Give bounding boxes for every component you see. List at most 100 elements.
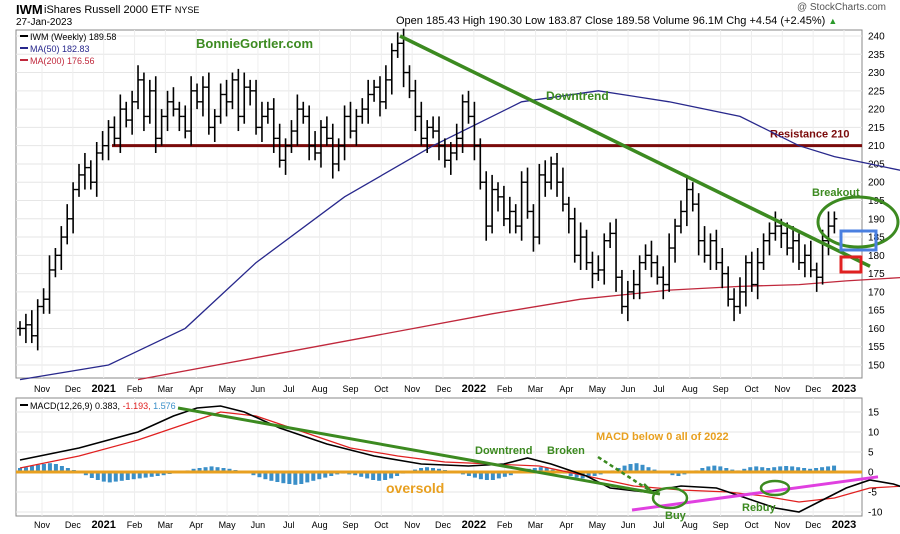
macd-histogram-bar <box>257 472 262 478</box>
price-x-label: Aug <box>312 384 328 394</box>
macd-histogram-bar <box>299 472 304 484</box>
macd-below-label: MACD below 0 all of 2022 <box>596 431 729 443</box>
macd-histogram-bar <box>251 472 256 476</box>
macd-histogram-bar <box>586 472 591 478</box>
price-x-label: Dec <box>805 384 822 394</box>
macd-histogram-bar <box>275 472 280 482</box>
price-x-label: Jul <box>653 384 665 394</box>
macd-histogram-bar <box>634 463 639 472</box>
macd-histogram-bar <box>784 466 789 472</box>
price-x-label: Jul <box>283 384 295 394</box>
price-x-label: Apr <box>559 384 573 394</box>
macd-downtrend-label: Downtrend <box>475 445 532 457</box>
macd-x-label: Dec <box>805 520 822 530</box>
macd-histogram-bar <box>317 472 322 480</box>
price-x-label: Nov <box>34 384 51 394</box>
price-x-label: 2023 <box>832 383 856 395</box>
header-fund-name: iShares Russell 2000 ETF <box>44 4 172 16</box>
macd-histogram-bar <box>101 472 106 482</box>
macd-line <box>19 405 900 513</box>
macd-histogram-bar <box>724 468 729 472</box>
macd-histogram-bar <box>568 472 573 476</box>
price-x-label: Nov <box>774 384 791 394</box>
macd-x-label: Dec <box>65 520 82 530</box>
price-y-tick: 240 <box>868 32 885 43</box>
macd-histogram-bar <box>425 467 430 472</box>
macd-histogram-bar <box>628 464 633 472</box>
macd-histogram-bar <box>65 468 70 472</box>
resistance-label: Resistance 210 <box>770 129 850 141</box>
oversold-label: oversold <box>386 480 444 496</box>
macd-x-label: Oct <box>744 520 759 530</box>
macd-histogram-bar <box>389 472 394 479</box>
macd-histogram-bar <box>808 468 813 472</box>
macd-histogram-bar <box>59 466 64 472</box>
macd-histogram-bar <box>323 472 328 478</box>
price-x-label: Dec <box>65 384 82 394</box>
macd-histogram-bar <box>538 467 543 472</box>
macd-histogram-bar <box>814 468 819 472</box>
macd-x-label: Sep <box>713 520 729 530</box>
price-y-tick: 190 <box>868 214 885 225</box>
macd-histogram-bar <box>203 467 208 472</box>
macd-histogram-bar <box>353 472 358 476</box>
macd-histogram-bar <box>191 468 196 472</box>
price-x-label: Oct <box>744 384 759 394</box>
header-ohlc-text: Open 185.43 High 190.30 Low 183.87 Close… <box>396 15 826 27</box>
price-y-tick: 220 <box>868 105 885 116</box>
ma50-line <box>19 90 900 381</box>
breakout-label: Breakout <box>812 187 860 199</box>
macd-histogram-bar <box>221 468 226 472</box>
macd-histogram-bar <box>47 463 52 472</box>
macd-legend-text: MACD(12,26,9) 0.383, -1.193, 1.576 <box>30 401 176 411</box>
macd-histogram-bar <box>766 468 771 472</box>
macd-histogram-bar <box>131 472 136 480</box>
macd-histogram-bar <box>508 472 513 476</box>
macd-y-tick: 5 <box>868 448 874 459</box>
price-y-tick: 210 <box>868 141 885 152</box>
macd-histogram-bar <box>754 466 759 472</box>
header-ticker: IWM <box>16 2 43 17</box>
macd-histogram-bar <box>137 472 142 479</box>
macd-histogram-bar <box>437 468 441 472</box>
source-label: BonnieGortler.com <box>196 36 313 51</box>
rebuy-circle <box>759 479 791 497</box>
macd-histogram-bar <box>395 472 400 476</box>
macd-y-tick: -10 <box>868 508 883 519</box>
price-y-tick: 200 <box>868 178 885 189</box>
macd-histogram-bar <box>592 472 597 476</box>
macd-x-label: Aug <box>682 520 698 530</box>
broken-arrow <box>597 455 653 494</box>
price-x-label: Sep <box>342 384 358 394</box>
price-x-label: Dec <box>435 384 452 394</box>
macd-x-label: 2022 <box>462 519 486 531</box>
price-y-tick: 175 <box>868 269 885 280</box>
macd-x-label: 2023 <box>832 519 856 531</box>
macd-histogram-bar <box>293 472 298 485</box>
price-x-label: Apr <box>189 384 203 394</box>
macd-histogram-bar <box>502 472 507 477</box>
price-x-label: Jun <box>251 384 266 394</box>
macd-legend-part: 0.383, <box>95 401 123 411</box>
macd-histogram-bar <box>329 472 334 476</box>
macd-histogram-bar <box>143 472 148 478</box>
breakout-circle <box>816 195 900 249</box>
macd-histogram-bar <box>35 464 40 472</box>
macd-x-label: Aug <box>312 520 328 530</box>
price-y-tick: 230 <box>868 68 885 79</box>
macd-histogram-bar <box>832 465 837 472</box>
macd-histogram-bar <box>760 467 765 472</box>
macd-x-label: Nov <box>404 520 421 530</box>
price-x-label: 2021 <box>91 383 115 395</box>
macd-x-label: May <box>589 520 607 530</box>
macd-histogram-bar <box>287 472 292 484</box>
price-y-tick: 195 <box>868 196 885 207</box>
macd-histogram-bar <box>706 466 711 472</box>
macd-histogram-bar <box>478 472 483 480</box>
macd-histogram-bar <box>107 472 112 483</box>
downtrend-line <box>399 34 871 268</box>
up-arrow-icon: ▲ <box>828 16 838 26</box>
macd-histogram-bar <box>209 466 214 472</box>
price-y-tick: 160 <box>868 324 885 335</box>
